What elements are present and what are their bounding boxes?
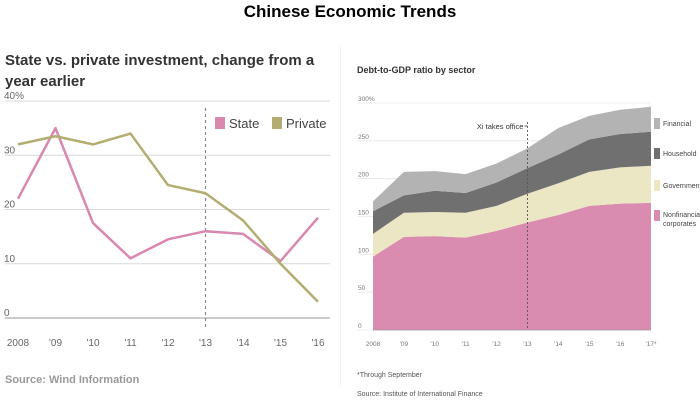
right-y-tick-label: 250: [358, 134, 369, 141]
page-title: Chinese Economic Trends: [243, 2, 457, 21]
right-area-government: [373, 165, 651, 257]
right-x-tick-label: '12: [492, 341, 501, 348]
panel-divider: [340, 46, 341, 386]
right-x-tick-label: '17*: [645, 341, 656, 348]
right-annotation-label: Xi takes office: [477, 122, 524, 131]
right-legend-label-government: Government: [663, 183, 700, 190]
legend-label-state: State: [229, 116, 259, 131]
left-y-tick-label: 40%: [4, 91, 24, 102]
right-x-tick-label: '16: [616, 341, 625, 348]
right-x-tick-label: '09: [400, 341, 409, 348]
right-y-tick-label: 150: [358, 210, 369, 217]
left-x-tick-label: '12: [161, 338, 174, 349]
left-x-tick-label: '10: [86, 338, 99, 349]
right-chart-title: Debt-to-GDP ratio by sector: [357, 65, 476, 75]
legend-swatch-private: [272, 117, 282, 129]
right-legend-label-financial: Financial: [663, 121, 691, 128]
right-x-tick-label: '11: [462, 341, 470, 348]
right-legend-swatch-financial: [654, 118, 660, 129]
right-y-tick-label: 200: [358, 172, 369, 179]
left-x-tick-label: '14: [236, 338, 249, 349]
left-y-tick-label: 20: [4, 200, 16, 211]
right-area-nonfinancial-corporates: [373, 202, 651, 330]
right-y-tick-label: 300%: [358, 96, 375, 103]
left-chart-source: Source: Wind Information: [5, 374, 140, 386]
left-y-tick-label: 30: [4, 145, 16, 156]
right-legend-label-household: Household: [663, 151, 697, 158]
right-x-tick-label: '15: [585, 341, 594, 348]
left-x-tick-label: '13: [199, 338, 212, 349]
legend-swatch-state: [215, 117, 225, 129]
right-legend-label-nonfinancial-corporates: Nonfinancial: [663, 212, 700, 219]
left-x-tick-label: 2008: [7, 338, 30, 349]
right-x-tick-label: '13: [523, 341, 532, 348]
right-x-tick-label: '10: [431, 341, 440, 348]
right-legend-swatch-government: [654, 180, 660, 191]
left-y-tick-label: 0: [4, 308, 10, 319]
left-x-tick-label: '16: [311, 338, 324, 349]
right-x-tick-label: '14: [554, 341, 563, 348]
left-y-tick-label: 10: [4, 254, 16, 265]
right-chart-footnote: *Through September: [357, 372, 422, 379]
left-x-tick-label: '15: [274, 338, 287, 349]
left-x-tick-label: '09: [49, 338, 62, 349]
right-area-financial: [373, 106, 651, 212]
left-x-tick-label: '11: [124, 338, 137, 349]
right-y-tick-label: 0: [358, 323, 362, 330]
legend-label-private: Private: [286, 116, 326, 131]
right-area-household: [373, 131, 651, 234]
right-legend-swatch-household: [654, 148, 660, 159]
right-legend-swatch-nonfinancial-corporates: [654, 210, 660, 221]
left-chart-title: State vs. private investment, change fro…: [5, 52, 315, 90]
right-legend-label-nonfinancial-corporates-line2: corporates: [663, 221, 697, 228]
right-y-tick-label: 100: [358, 247, 369, 254]
right-x-tick-label: 2008: [366, 341, 381, 348]
right-y-tick-label: 50: [358, 285, 366, 292]
right-chart-source: Source: Institute of International Finan…: [357, 391, 483, 398]
